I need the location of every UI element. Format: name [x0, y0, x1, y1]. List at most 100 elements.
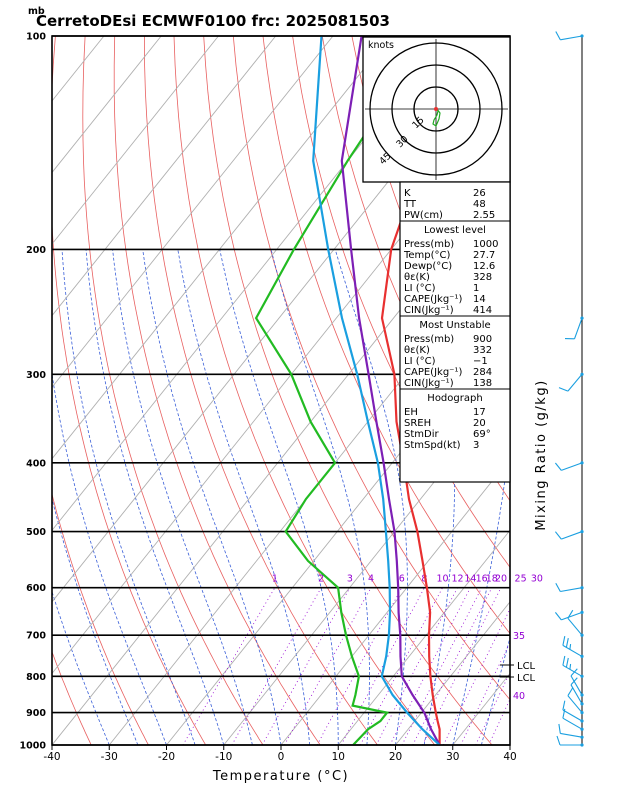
- dry-adiabat: [114, 36, 320, 745]
- temperature-tick--40: -40: [43, 751, 60, 763]
- wind-barb: [556, 32, 584, 40]
- wind-barb-staff: [560, 588, 582, 592]
- index-value: 332: [473, 345, 492, 356]
- index-value: 328: [473, 272, 492, 283]
- wind-barb-dot: [580, 586, 583, 589]
- wind-barb-staff: [561, 612, 582, 620]
- wind-barb: [557, 736, 584, 747]
- pressure-tick-700: 700: [26, 631, 46, 642]
- section-heading: Lowest level: [424, 225, 486, 236]
- wind-barb-flag: [566, 638, 568, 647]
- index-value: 138: [473, 378, 492, 389]
- mixing-ratio-label: 3: [347, 574, 353, 585]
- pressure-tick-100: 100: [26, 32, 46, 43]
- mixing-ratio-line: [285, 588, 372, 745]
- moist-adiabat: [271, 249, 369, 745]
- dry-adiabat: [50, 36, 206, 745]
- wind-barb-dot: [580, 373, 583, 376]
- isotherm: [0, 36, 390, 745]
- mixing-ratio-line: [232, 588, 321, 745]
- wind-barb-staff: [560, 36, 582, 40]
- mixing-ratio-label: 20: [495, 574, 507, 585]
- mixing-ratio-label: 1: [272, 574, 278, 585]
- wind-barb-flag: [568, 688, 573, 696]
- wind-barb-staff: [568, 374, 582, 391]
- wind-barb: [559, 373, 584, 391]
- wind-barb-flag: [556, 32, 561, 40]
- wind-barb-flag: [555, 612, 561, 620]
- x-axis-label: Temperature (°C): [212, 769, 349, 784]
- temperature-tick--20: -20: [158, 751, 175, 763]
- index-label: LI (°C): [404, 356, 436, 367]
- mixing-ratio-label: 14: [464, 574, 476, 585]
- index-label: K: [404, 188, 411, 199]
- wind-barb-dot: [580, 461, 583, 464]
- index-value: 48: [473, 199, 486, 210]
- temperature-tick-30: 30: [446, 751, 459, 763]
- index-label: TT: [403, 199, 417, 210]
- wind-barb-staff: [561, 463, 582, 471]
- wind-barb-dot: [580, 530, 583, 533]
- index-value: 27.7: [473, 250, 495, 261]
- temperature-tick--30: -30: [101, 751, 118, 763]
- index-value: 14: [473, 294, 486, 305]
- wind-barb: [565, 317, 584, 339]
- wind-barb-dot: [580, 719, 583, 722]
- mixing-ratio-label: 10: [436, 574, 448, 585]
- wind-barb-staff: [563, 645, 582, 656]
- wind-barb-flag: [555, 463, 561, 470]
- pressure-tick-300: 300: [26, 370, 46, 381]
- index-value: 20: [473, 418, 486, 429]
- wind-barb-flag: [563, 701, 565, 710]
- index-label: CAPE(Jkg⁻¹): [404, 294, 462, 305]
- moist-adiabat: [220, 249, 339, 745]
- wind-barb: [563, 656, 584, 678]
- wind-barb-staff: [560, 733, 582, 737]
- wind-barb-dot: [580, 611, 583, 614]
- pressure-tick-500: 500: [26, 527, 46, 538]
- chart-title: CerretoDEsi ECMWF0100 frc: 2025081503: [36, 12, 390, 30]
- index-label: StmDir: [404, 429, 439, 440]
- index-label: SREH: [404, 418, 431, 429]
- pressure-tick-800: 800: [26, 672, 46, 683]
- wind-barb-dot: [580, 711, 583, 714]
- wind-barb-dot: [580, 736, 583, 739]
- index-value: 12.6: [473, 261, 495, 272]
- index-label: Dewp(°C): [404, 261, 452, 272]
- wind-barb-dot: [580, 634, 583, 637]
- index-value: 900: [473, 334, 492, 345]
- lcl-label-2: LCL: [517, 673, 536, 684]
- wind-barb-flag: [559, 388, 568, 392]
- background-gridlines: [0, 36, 618, 745]
- mixing-ratio-label: 35: [513, 631, 525, 642]
- wind-barb-flag: [555, 532, 561, 539]
- wind-barb-dot: [580, 702, 583, 705]
- wind-barb-dot: [580, 655, 583, 658]
- pressure-tick-400: 400: [26, 458, 46, 469]
- wind-barb-staff: [568, 696, 582, 713]
- index-label: CAPE(Jkg⁻¹): [404, 367, 462, 378]
- mixing-ratio-line: [341, 588, 424, 745]
- mixing-ratio-label: 25: [515, 574, 527, 585]
- index-label: Temp(°C): [403, 250, 451, 261]
- wind-barb-half-flag: [570, 644, 571, 649]
- mixing-ratio-label: 12: [451, 574, 463, 585]
- dry-adiabat: [83, 36, 263, 745]
- index-value: 2.55: [473, 210, 495, 221]
- hodograph-inset: knots 15 30 45: [363, 37, 510, 182]
- wind-barb-staff: [575, 318, 583, 339]
- dry-adiabat: [589, 36, 618, 745]
- wind-barb-dot: [580, 34, 583, 37]
- wind-barbs: [555, 32, 583, 747]
- temperature-tick-10: 10: [332, 751, 345, 763]
- lcl-markers: LCL LCL: [500, 661, 536, 684]
- wind-barb: [563, 636, 584, 658]
- mixing-ratio-line: [476, 588, 551, 745]
- index-value: 1000: [473, 239, 498, 250]
- index-value: 284: [473, 367, 492, 378]
- wind-barb-dot: [580, 728, 583, 731]
- wind-barb-staff: [561, 532, 582, 540]
- lcl-label-1: LCL: [517, 661, 536, 672]
